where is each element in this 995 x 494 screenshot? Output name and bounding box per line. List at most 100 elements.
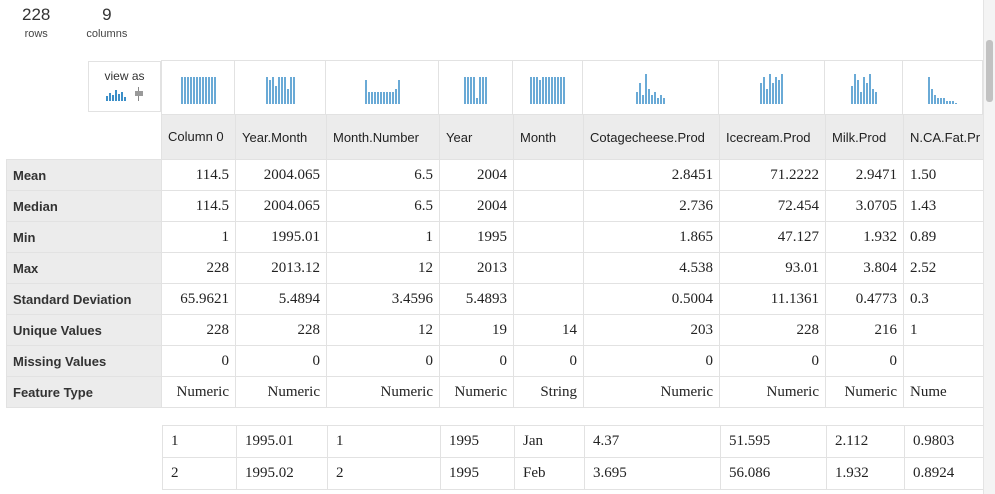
table-cell: 0.8924 bbox=[904, 457, 985, 490]
stat-value: 1 bbox=[161, 221, 236, 253]
column-header[interactable]: Month bbox=[513, 114, 584, 160]
row-count: 228 rows bbox=[22, 4, 50, 40]
histogram-bar bbox=[663, 98, 665, 104]
column-header[interactable]: Year.Month bbox=[235, 114, 327, 160]
stat-label: Min bbox=[6, 221, 162, 253]
column-header[interactable]: Column 0 bbox=[161, 114, 236, 160]
column-histogram[interactable] bbox=[719, 60, 825, 114]
histogram-bar bbox=[955, 102, 957, 104]
histogram-bar bbox=[775, 77, 777, 104]
table-cell: Jan bbox=[514, 425, 585, 458]
histogram-bar bbox=[769, 74, 771, 104]
stat-value: 0 bbox=[161, 345, 236, 377]
stat-value: 0.3 bbox=[902, 283, 988, 315]
table-cell: 4.37 bbox=[584, 425, 721, 458]
histogram-bar bbox=[636, 92, 638, 104]
stat-value: 0 bbox=[583, 345, 720, 377]
histogram-bar bbox=[473, 77, 475, 104]
histogram-bar bbox=[856, 80, 859, 104]
column-histogram[interactable] bbox=[513, 60, 583, 114]
stat-value: 0 bbox=[235, 345, 327, 377]
histogram-bars bbox=[464, 72, 487, 104]
histogram-bar bbox=[645, 74, 647, 104]
table-row[interactable]: 1 1995.01 1 1995 Jan 4.37 51.595 2.112 0.9803 bbox=[162, 425, 985, 458]
vertical-scrollbar[interactable]: ≡ bbox=[983, 0, 995, 494]
column-header[interactable]: Year bbox=[439, 114, 514, 160]
table-cell: 0.9803 bbox=[904, 425, 985, 458]
histogram-bar bbox=[648, 89, 650, 104]
stat-row: Feature Type Numeric Numeric Numeric Numeric… bbox=[6, 376, 988, 408]
stat-label: Missing Values bbox=[6, 345, 162, 377]
stat-value: Nume bbox=[902, 376, 988, 408]
stat-value: 1 bbox=[902, 314, 988, 346]
stat-value: 11.1361 bbox=[719, 283, 826, 315]
column-histogram[interactable] bbox=[583, 60, 719, 114]
stat-value: 1 bbox=[326, 221, 440, 253]
histogram-bar bbox=[283, 77, 286, 104]
histogram-bar bbox=[382, 92, 385, 104]
stat-row: Standard Deviation 65.9621 5.4894 3.4596 5.4… bbox=[6, 283, 988, 315]
row-count-value: 228 bbox=[22, 5, 51, 24]
stat-row: Unique Values 228 228 12 19 14 203 228 216 1 bbox=[6, 314, 988, 346]
stat-value: 0.5004 bbox=[583, 283, 720, 315]
histogram-bar bbox=[464, 77, 466, 104]
histogram-bar bbox=[943, 98, 945, 104]
stat-value: 5.4894 bbox=[235, 283, 327, 315]
stat-value: Numeric bbox=[161, 376, 236, 408]
stat-value bbox=[513, 252, 584, 284]
histogram-icon[interactable] bbox=[105, 89, 126, 101]
stat-value: 93.01 bbox=[719, 252, 826, 284]
column-histogram[interactable] bbox=[235, 60, 326, 114]
column-count-label: columns bbox=[86, 28, 128, 40]
stat-value: 1995 bbox=[439, 221, 514, 253]
stat-value: Numeric bbox=[326, 376, 440, 408]
stat-row: Median 114.5 2004.065 6.5 2004 2.736 72.454 3.0… bbox=[6, 190, 988, 222]
table-row[interactable]: 2 1995.02 2 1995 Feb 3.695 56.086 1.932 0.8924 bbox=[162, 457, 985, 490]
histogram-bar bbox=[868, 74, 871, 104]
histogram-bar bbox=[479, 77, 481, 104]
stat-value: Numeric bbox=[719, 376, 826, 408]
histogram-bar bbox=[853, 74, 856, 104]
column-header[interactable]: Milk.Prod bbox=[825, 114, 904, 160]
histogram-bar bbox=[766, 89, 768, 104]
column-histogram[interactable] bbox=[825, 60, 903, 114]
scrollbar-thumb[interactable] bbox=[986, 40, 993, 102]
column-header[interactable]: Month.Number bbox=[326, 114, 440, 160]
stat-value: 2004 bbox=[439, 190, 514, 222]
table-cell: 51.595 bbox=[720, 425, 827, 458]
column-histogram[interactable] bbox=[326, 60, 439, 114]
column-histogram[interactable] bbox=[903, 60, 983, 114]
stat-row: Missing Values 0 0 0 0 0 0 0 0 bbox=[6, 345, 988, 377]
boxplot-icon[interactable] bbox=[134, 87, 144, 101]
histogram-bar bbox=[183, 77, 186, 104]
header-spacer bbox=[6, 114, 162, 160]
row-count-label: rows bbox=[24, 28, 48, 40]
table-cell: 1 bbox=[327, 425, 441, 458]
stat-value: 114.5 bbox=[161, 159, 236, 191]
stat-value: 14 bbox=[513, 314, 584, 346]
column-header[interactable]: Icecream.Prod bbox=[719, 114, 826, 160]
column-header[interactable]: Cotagecheese.Prod bbox=[583, 114, 720, 160]
histogram-bar bbox=[289, 77, 292, 104]
stat-value: 228 bbox=[235, 314, 327, 346]
histogram-bar bbox=[485, 77, 487, 104]
histogram-bar bbox=[874, 92, 877, 104]
stat-value: 2.8451 bbox=[583, 159, 720, 191]
column-header[interactable]: N.CA.Fat.Pr bbox=[902, 114, 988, 160]
histogram-bar bbox=[952, 101, 954, 104]
column-histogram[interactable] bbox=[439, 60, 513, 114]
stat-row: Max 228 2013.12 12 2013 4.538 93.01 3.804 2.52 bbox=[6, 252, 988, 284]
histogram-bar bbox=[385, 92, 388, 104]
histogram-bar bbox=[763, 77, 765, 104]
histogram-bar bbox=[186, 77, 189, 104]
view-as-label: view as bbox=[104, 69, 145, 83]
column-histogram[interactable] bbox=[161, 60, 235, 114]
histogram-bar bbox=[207, 77, 210, 104]
histogram-bar bbox=[364, 80, 367, 104]
stat-value: 2004.065 bbox=[235, 159, 327, 191]
stat-value: 114.5 bbox=[161, 190, 236, 222]
histogram-bar bbox=[557, 77, 559, 104]
histogram-bar bbox=[388, 92, 391, 104]
stat-value bbox=[513, 190, 584, 222]
histogram-bar bbox=[865, 83, 868, 104]
